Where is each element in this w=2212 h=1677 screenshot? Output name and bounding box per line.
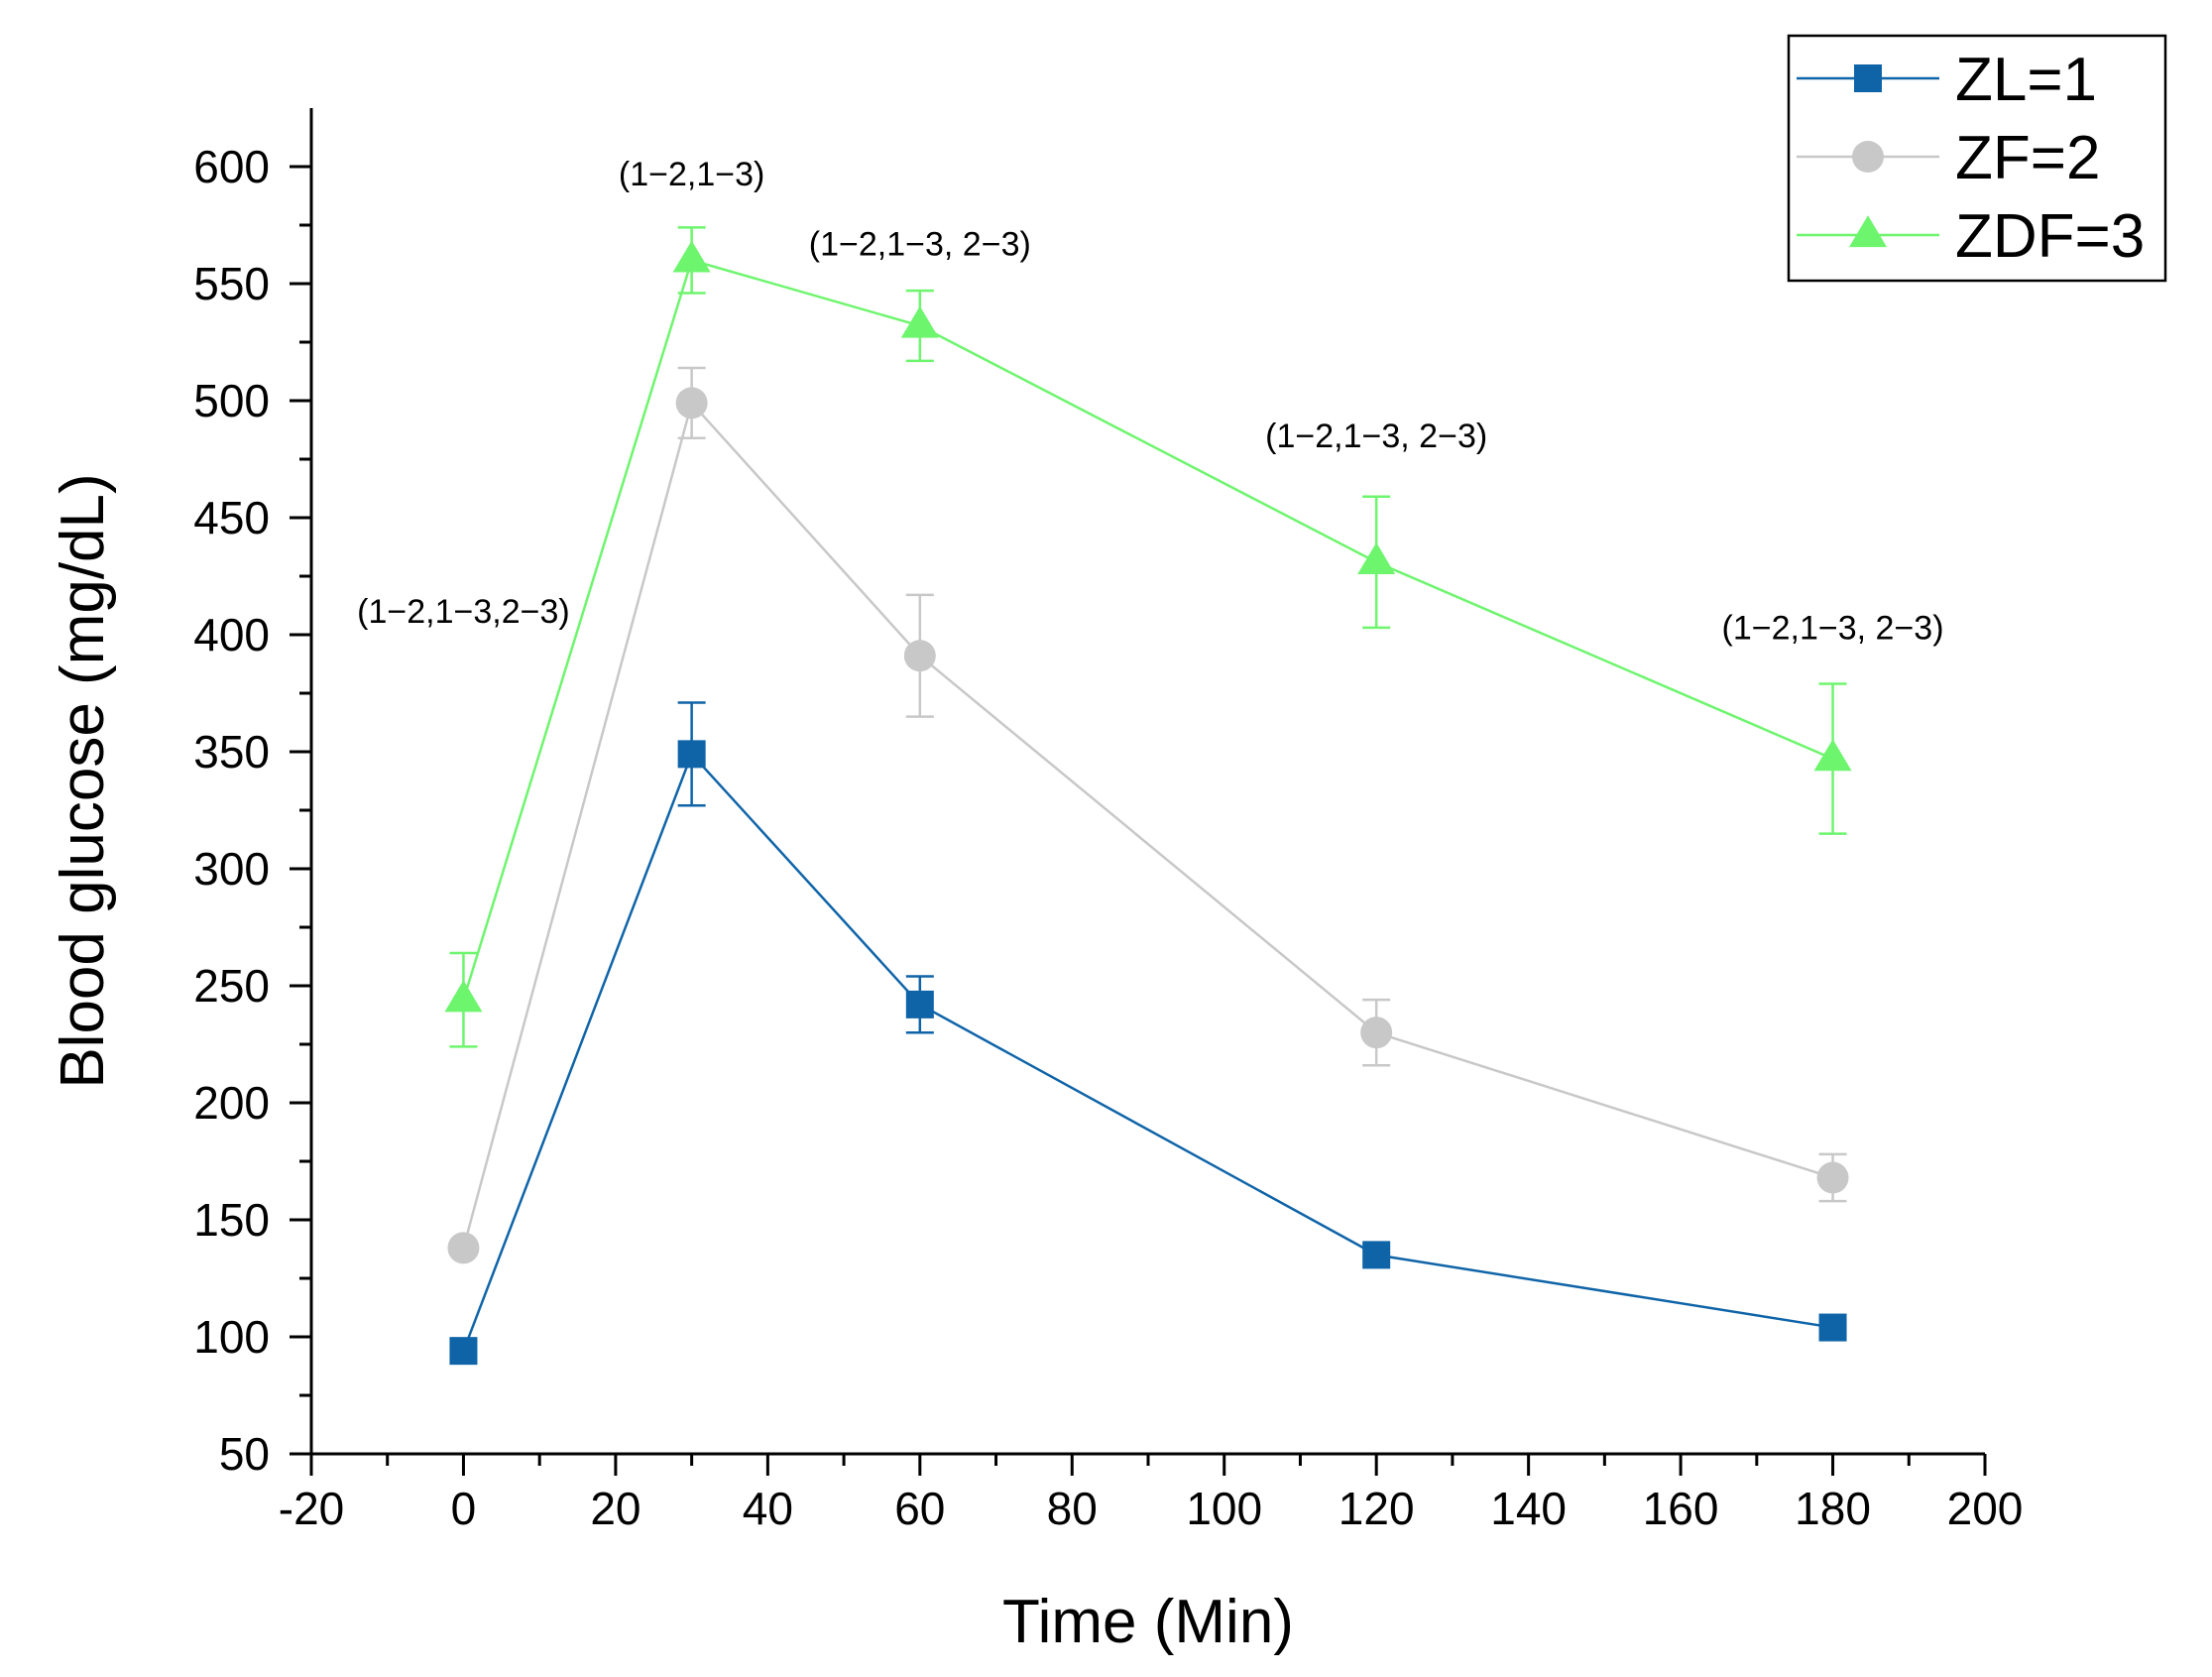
series-layer bbox=[444, 226, 1852, 1366]
annotation-label: (1−2,1−3, 2−3) bbox=[809, 226, 1031, 264]
x-tick-label: 20 bbox=[590, 1483, 640, 1534]
y-tick-label: 400 bbox=[193, 609, 270, 660]
y-tick-label: 300 bbox=[193, 843, 270, 895]
annotation-label: (1−2,1−3, 2−3) bbox=[1722, 610, 1944, 648]
series-line bbox=[462, 258, 1834, 1001]
annotation-label: (1−2,1−3,2−3) bbox=[357, 593, 570, 631]
y-axis-title: Blood glucose (mg/dL) bbox=[49, 473, 117, 1088]
y-tick-label: 200 bbox=[193, 1077, 270, 1129]
x-tick-label: 200 bbox=[1947, 1483, 2024, 1534]
y-tick-label: 500 bbox=[193, 375, 270, 426]
legend-marker bbox=[1852, 141, 1884, 173]
y-tick-label: 50 bbox=[219, 1428, 270, 1480]
data-point bbox=[675, 387, 708, 419]
y-tick-label: 600 bbox=[193, 141, 270, 192]
data-point bbox=[903, 640, 936, 672]
data-point bbox=[677, 740, 706, 769]
x-tick-label: 80 bbox=[1047, 1483, 1098, 1534]
series-ZF=2 bbox=[447, 366, 1849, 1264]
legend-label: ZDF=3 bbox=[1955, 202, 2145, 271]
data-point bbox=[672, 240, 711, 273]
data-point bbox=[447, 1232, 480, 1264]
series-ZL=1 bbox=[449, 701, 1847, 1366]
x-tick-label: 180 bbox=[1795, 1483, 1871, 1534]
y-tick-label: 350 bbox=[193, 726, 270, 778]
data-point bbox=[449, 1337, 478, 1366]
y-tick-label: 150 bbox=[193, 1194, 270, 1246]
legend: ZL=1 ZF=2 ZDF=3 bbox=[1787, 34, 2167, 283]
legend-label: ZF=2 bbox=[1955, 124, 2100, 192]
y-tick-label: 100 bbox=[193, 1311, 270, 1363]
data-point bbox=[1813, 739, 1852, 772]
data-point bbox=[1362, 1241, 1391, 1269]
legend-marker bbox=[1849, 215, 1887, 248]
data-point bbox=[1360, 1017, 1393, 1049]
annotations: (1−2,1−3,2−3) (1−2,1−3) (1−2,1−3, 2−3) (1−2… bbox=[357, 156, 1943, 648]
series-ZDF=3 bbox=[444, 226, 1852, 1048]
data-point bbox=[900, 305, 939, 338]
data-point bbox=[1357, 542, 1396, 574]
x-tick-label: 60 bbox=[894, 1483, 945, 1534]
legend-label: ZL=1 bbox=[1955, 46, 2097, 114]
y-tick-label: 450 bbox=[193, 492, 270, 543]
legend-box bbox=[1787, 34, 2167, 283]
x-tick-label: 160 bbox=[1643, 1483, 1719, 1534]
x-tick-label: 40 bbox=[743, 1483, 793, 1534]
data-point bbox=[1816, 1161, 1849, 1194]
legend-marker bbox=[1854, 64, 1882, 92]
data-point bbox=[1818, 1313, 1847, 1342]
x-tick-label: 120 bbox=[1339, 1483, 1415, 1534]
data-point bbox=[905, 990, 934, 1018]
x-tick-label: -20 bbox=[279, 1483, 344, 1534]
y-tick-label: 550 bbox=[193, 258, 270, 309]
x-tick-label: 140 bbox=[1490, 1483, 1567, 1534]
x-tick-label: 0 bbox=[451, 1483, 477, 1534]
data-point bbox=[444, 980, 483, 1013]
x-tick-label: 100 bbox=[1186, 1483, 1262, 1534]
series-line bbox=[462, 400, 1833, 1249]
annotation-label: (1−2,1−3) bbox=[619, 156, 764, 193]
y-tick-label: 250 bbox=[193, 960, 270, 1012]
annotation-label: (1−2,1−3, 2−3) bbox=[1265, 418, 1487, 455]
x-axis-title: Time (Min) bbox=[1002, 1588, 1294, 1656]
axes: -20 0 20 40 60 80 100 120 140 160 180 200 50 100 150 20… bbox=[193, 108, 2023, 1534]
